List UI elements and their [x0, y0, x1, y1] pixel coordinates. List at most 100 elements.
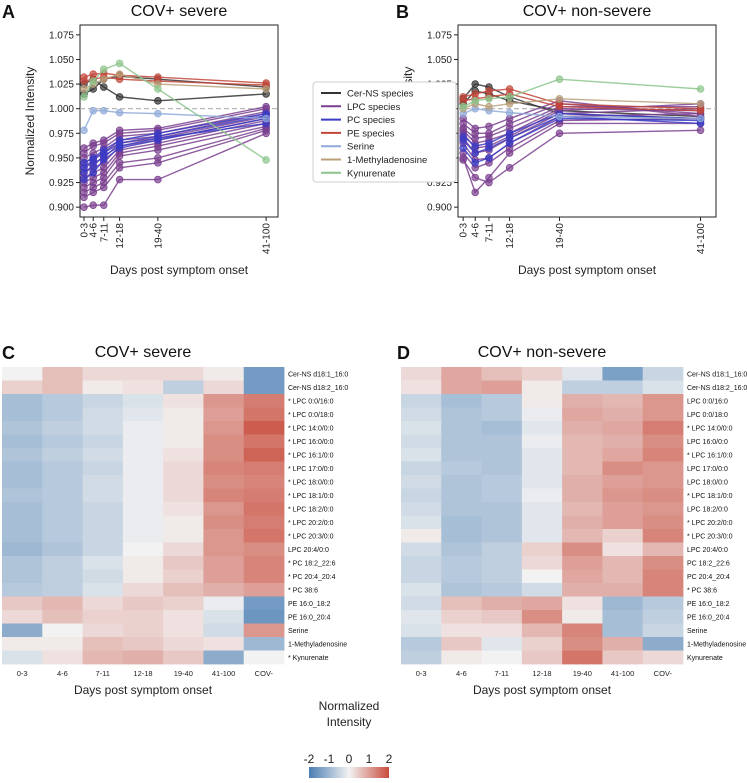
row-label: LPC 0:0/18:0: [687, 412, 728, 419]
chart-title: COV+ non-severe: [523, 3, 652, 20]
heat-cell: [163, 380, 204, 395]
column-label: 0-3: [17, 669, 28, 678]
heat-cell: [521, 529, 563, 543]
heat-cell: [562, 515, 603, 530]
column-label: 12-18: [133, 669, 152, 678]
heat-cell: [203, 380, 245, 395]
heat-cell: [82, 488, 124, 503]
data-point: [485, 139, 493, 147]
data-point: [115, 175, 124, 184]
heat-cell: [401, 583, 442, 597]
heat-cell: [521, 583, 563, 597]
heat-cell: [42, 407, 83, 422]
heat-cell: [642, 448, 684, 462]
row-label: * LPC 18:1/0:0: [288, 493, 334, 500]
heat-cell: [521, 421, 563, 435]
heat-cell: [401, 502, 442, 516]
heat-cell: [42, 488, 83, 503]
heat-cell: [2, 488, 43, 503]
heat-cell: [82, 367, 124, 381]
heat-cell: [481, 596, 523, 611]
heat-cell: [122, 380, 164, 395]
heat-cell: [441, 380, 482, 395]
heat-cell: [441, 461, 482, 476]
data-point: [262, 156, 270, 164]
data-point: [696, 126, 705, 135]
heat-cell: [2, 502, 43, 516]
heat-cell: [82, 380, 124, 395]
heat-cell: [642, 610, 684, 624]
heat-cell: [642, 488, 684, 503]
heat-cell: [562, 475, 603, 489]
heat-cell: [401, 556, 442, 570]
data-point: [80, 175, 88, 184]
row-label: * LPC 16:1/0:0: [288, 452, 334, 459]
data-point: [485, 122, 493, 131]
data-point: [696, 85, 705, 93]
row-label: * LPC 20:2/0:0: [687, 520, 733, 527]
heat-cell: [441, 488, 482, 503]
data-point: [115, 108, 124, 117]
heat-cell: [642, 380, 684, 395]
row-label: * LPC 20:3/0:0: [288, 533, 334, 540]
heat-cell: [203, 610, 245, 624]
legend-label: 1-Methyladenosine: [347, 155, 427, 166]
data-point: [115, 70, 124, 79]
legend-box: [312, 81, 457, 183]
heat-cell: [562, 623, 603, 638]
heat-cell: [602, 529, 644, 543]
data-point: [154, 175, 162, 184]
row-label: Kynurenate: [687, 655, 723, 662]
heat-cell: [203, 556, 245, 570]
heat-cell: [2, 461, 43, 476]
heat-cell: [243, 650, 285, 665]
heat-cell: [82, 394, 124, 408]
column-label: 19-40: [174, 669, 193, 678]
row-label: Serine: [687, 628, 707, 635]
heat-cell: [203, 488, 245, 503]
heat-cell: [203, 569, 245, 584]
heat-cell: [243, 637, 285, 651]
heat-cell: [562, 502, 603, 516]
data-point: [115, 159, 124, 167]
heat-cell: [122, 367, 164, 381]
y-tick-label: 1.050: [49, 55, 74, 66]
heat-cell: [602, 515, 644, 530]
heat-cell: [122, 394, 164, 408]
heat-cell: [602, 583, 644, 597]
data-point: [471, 142, 480, 150]
data-point: [505, 99, 514, 108]
heat-cell: [122, 596, 164, 611]
heat-cell: [562, 610, 603, 624]
heat-cell: [441, 556, 482, 570]
heat-cell: [481, 461, 523, 476]
heat-cell: [441, 596, 482, 611]
row-label: * LPC 18:1/0:0: [687, 493, 733, 500]
row-label: * LPC 16:0/0:0: [288, 439, 334, 446]
heat-cell: [82, 461, 124, 476]
heat-cell: [122, 407, 164, 422]
heat-cell: [163, 610, 204, 624]
colorbar-title: Intensity: [327, 715, 372, 729]
legend-label: Serine: [347, 142, 374, 153]
heat-cell: [82, 569, 124, 584]
series-line: [462, 122, 701, 194]
heat-cell: [163, 475, 204, 489]
heat-cell: [243, 394, 285, 408]
heat-cell: [481, 569, 523, 584]
heat-cell: [602, 367, 644, 381]
colorbar-title: Normalized: [319, 699, 380, 713]
heat-cell: [642, 542, 684, 557]
heat-cell: [401, 394, 442, 408]
heat-cell: [481, 515, 523, 530]
y-tick-label: 0.925: [427, 178, 452, 189]
heat-cell: [401, 461, 442, 476]
y-tick-label: 0.975: [49, 129, 74, 140]
data-point: [459, 102, 467, 111]
column-label: 41-100: [611, 669, 634, 678]
data-point: [471, 159, 480, 167]
colorbar-tick-label: 2: [386, 752, 393, 766]
heat-cell: [82, 515, 124, 530]
